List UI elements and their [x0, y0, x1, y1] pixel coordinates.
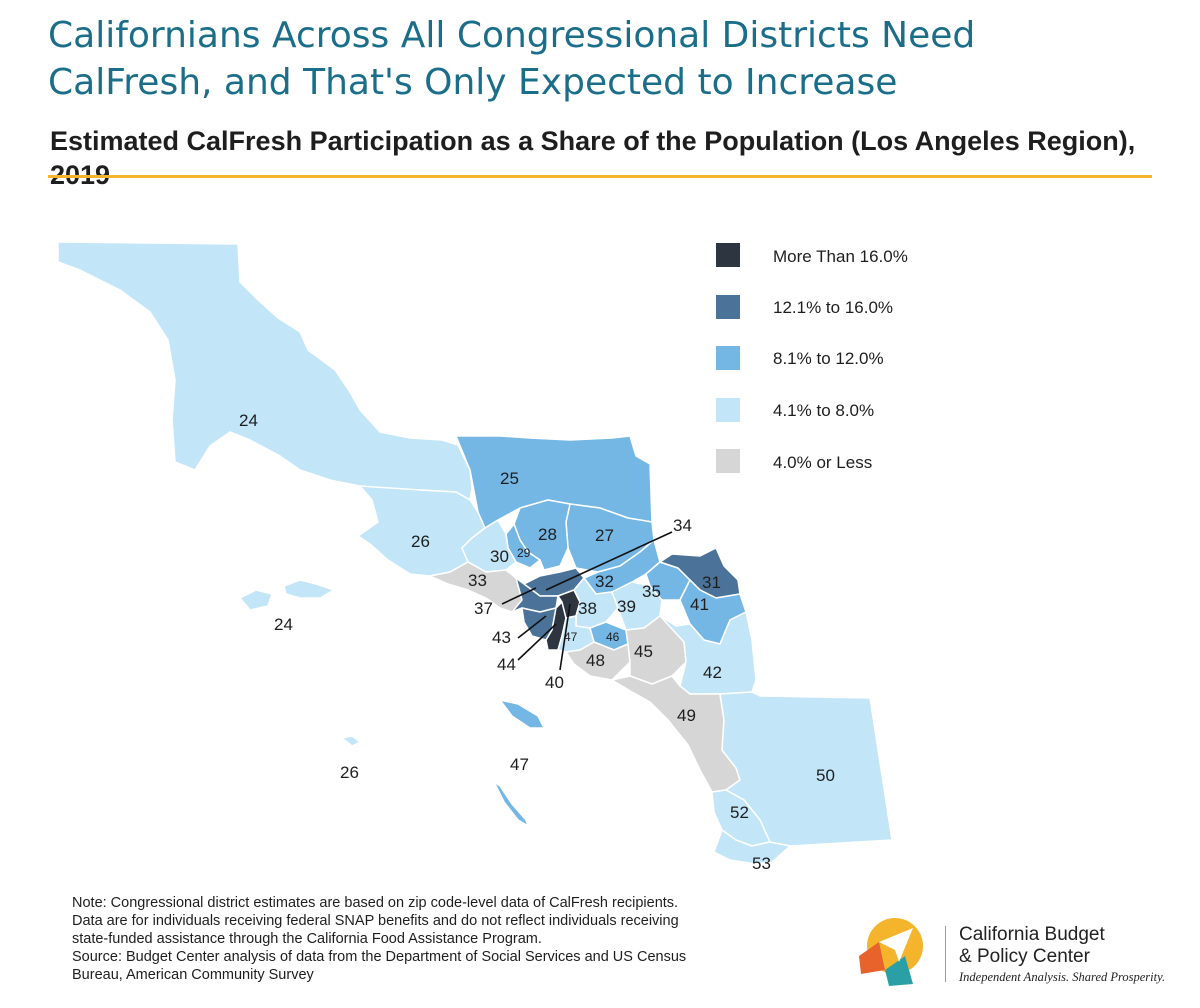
- leader-line-34: [545, 531, 673, 591]
- label-45: 45: [634, 642, 653, 661]
- logo-mark-icon: [859, 918, 923, 986]
- logo-orange-wedge: [859, 942, 885, 974]
- label-53: 53: [752, 854, 771, 873]
- label-50: 50: [816, 766, 835, 785]
- district-42: [659, 611, 757, 695]
- logo-arrow: [879, 928, 913, 962]
- leader-line-44: [517, 623, 557, 661]
- legend-label-8-to-12: 8.1% to 12.0%: [773, 349, 884, 368]
- label-48: 48: [586, 651, 605, 670]
- label-27: 27: [595, 526, 614, 545]
- label-47-islands: 47: [510, 755, 529, 774]
- map-subtitle: Estimated CalFresh Participation as a Sh…: [50, 126, 1136, 190]
- leader-line-40: [559, 603, 571, 671]
- note-line-1: Note: Congressional district estimates a…: [72, 895, 679, 911]
- logo-org-name-line-1: California Budget: [959, 924, 1105, 945]
- note-line-2: Data are for individuals receiving feder…: [72, 913, 679, 929]
- district-26-island-anacapa: [341, 735, 361, 747]
- district-24-island-west: [239, 589, 273, 611]
- label-28: 28: [538, 525, 557, 544]
- logo-org-name-line-2: & Policy Center: [959, 946, 1090, 967]
- label-46: 46: [606, 630, 620, 644]
- label-47: 47: [564, 630, 578, 644]
- district-map: 24 24 25 26 26 27 28 29 30 31 32 33 34 3…: [57, 241, 908, 873]
- label-26-islands: 26: [340, 763, 359, 782]
- label-52: 52: [730, 803, 749, 822]
- label-39: 39: [617, 597, 636, 616]
- district-24: [57, 241, 473, 501]
- legend-label-12-to-16: 12.1% to 16.0%: [773, 298, 893, 317]
- leader-line-37: [501, 587, 537, 605]
- legend-swatch-4-to-8: [716, 398, 740, 422]
- label-32: 32: [595, 572, 614, 591]
- district-24-island-east: [283, 579, 335, 599]
- source-note: Note: Congressional district estimates a…: [72, 894, 832, 984]
- legend-label-more-than-16: More Than 16.0%: [773, 247, 908, 266]
- label-40: 40: [545, 673, 564, 692]
- note-line-4: Source: Budget Center analysis of data f…: [72, 949, 687, 965]
- label-25: 25: [500, 469, 519, 488]
- label-37: 37: [474, 599, 493, 618]
- district-47-island-catalina: [499, 699, 545, 729]
- label-26: 26: [411, 532, 430, 551]
- note-line-5: Bureau, American Community Survey: [72, 967, 314, 983]
- legend-swatch-more-than-16: [716, 243, 740, 267]
- label-34: 34: [673, 516, 692, 535]
- map-title: Californians Across All Congressional Di…: [48, 15, 976, 103]
- logo-tagline: Independent Analysis. Shared Prosperity.: [959, 970, 1166, 984]
- label-24: 24: [239, 411, 258, 430]
- label-35: 35: [642, 582, 661, 601]
- note-line-3: state-funded assistance through the Cali…: [72, 931, 542, 947]
- legend-swatch-12-to-16: [716, 295, 740, 319]
- label-33: 33: [468, 571, 487, 590]
- map-legend: More Than 16.0% 12.1% to 16.0% 8.1% to 1…: [716, 243, 908, 473]
- district-45: [625, 615, 687, 685]
- label-42: 42: [703, 663, 722, 682]
- logo-divider: [945, 926, 946, 982]
- district-53: [713, 829, 791, 865]
- org-logo: California Budget & Policy Center Indepe…: [855, 912, 1165, 992]
- logo-teal-wedge: [885, 956, 913, 986]
- legend-swatch-4-or-less: [716, 449, 740, 473]
- label-29: 29: [517, 546, 531, 560]
- leader-line-43: [517, 615, 547, 639]
- label-30: 30: [490, 547, 509, 566]
- label-43: 43: [492, 628, 511, 647]
- title-divider: [48, 175, 1152, 178]
- legend-swatch-8-to-12: [716, 346, 740, 370]
- district-47-island-san-clemente: [493, 781, 529, 827]
- district-31: [659, 547, 741, 599]
- legend-label-4-to-8: 4.1% to 8.0%: [773, 401, 874, 420]
- label-41: 41: [690, 595, 709, 614]
- label-44: 44: [497, 655, 516, 674]
- label-31: 31: [702, 573, 721, 592]
- label-49: 49: [677, 706, 696, 725]
- legend-label-4-or-less: 4.0% or Less: [773, 453, 872, 472]
- label-38: 38: [578, 599, 597, 618]
- label-24-islands: 24: [274, 615, 293, 634]
